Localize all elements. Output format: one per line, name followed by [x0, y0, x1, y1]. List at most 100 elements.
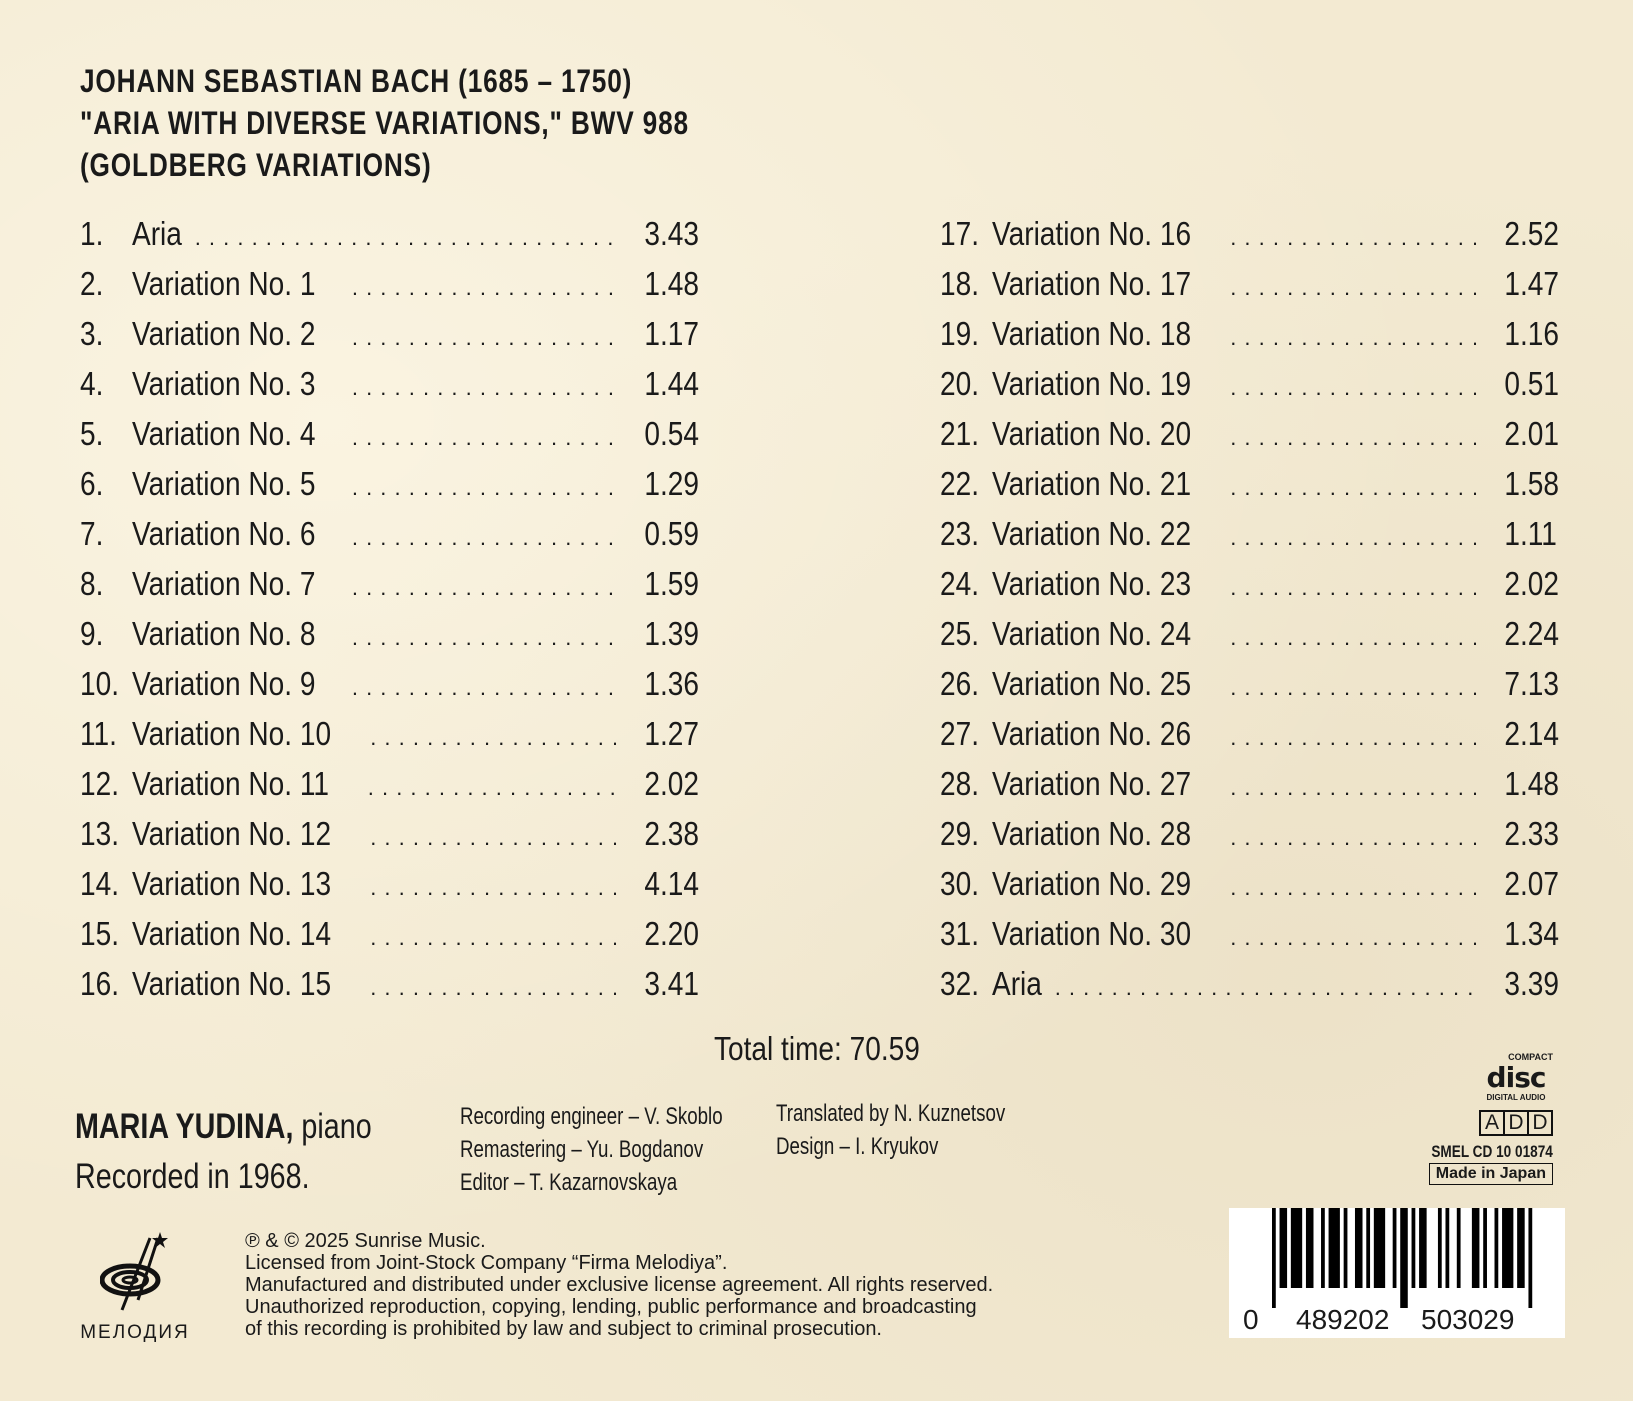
legal-line: ℗ & © 2025 Sunrise Music. — [245, 1230, 486, 1252]
artist-name: MARIA YUDINA, — [75, 1107, 294, 1146]
dot-leader — [352, 275, 616, 301]
album-title: JOHANN SEBASTIAN BACH (1685 – 1750) "ARI… — [80, 60, 823, 186]
track-row: 14. Variation No. 13 4.14 — [80, 865, 699, 915]
track-number: 31. — [940, 915, 979, 952]
track-title: Variation No. 30 — [992, 915, 1192, 952]
track-number: 22. — [940, 465, 979, 502]
track-duration: 3.41 — [644, 965, 699, 1002]
track-duration: 2.52 — [1504, 215, 1559, 252]
barcode-bar — [1328, 1208, 1340, 1288]
barcode-bar — [1445, 1208, 1450, 1288]
track-row: 8. Variation No. 7 1.59 — [80, 565, 699, 615]
track-title: Variation No. 2 — [132, 315, 316, 352]
compact-disc-logo: COMPACT disc DIGITAL AUDIO — [1479, 1052, 1553, 1103]
credit-line: Editor – T. Kazarnovskaya — [460, 1169, 678, 1196]
barcode-bar — [1343, 1208, 1348, 1288]
credit-line: Recording engineer – V. Skoblo — [460, 1103, 723, 1130]
track-title: Variation No. 11 — [132, 765, 329, 802]
track-row: 12. Variation No. 11 2.02 — [80, 765, 699, 815]
track-number: 5. — [80, 415, 104, 452]
barcode-bar — [1471, 1208, 1480, 1288]
catalog-number: SMEL CD 10 01874 — [1431, 1142, 1553, 1161]
track-number: 10. — [80, 665, 119, 702]
track-row: 18. Variation No. 17 1.47 — [940, 265, 1559, 315]
track-number: 1. — [80, 215, 104, 252]
barcode-digits-left: 489202 — [1296, 1304, 1390, 1335]
cd-logo-bottom: DIGITAL AUDIO — [1486, 1093, 1546, 1102]
track-row: 3. Variation No. 2 1.17 — [80, 315, 699, 365]
track-number: 23. — [940, 515, 979, 552]
track-number: 20. — [940, 365, 979, 402]
track-number: 18. — [940, 265, 979, 302]
track-title: Variation No. 19 — [992, 365, 1192, 402]
track-row: 6. Variation No. 5 1.29 — [80, 465, 699, 515]
track-number: 16. — [80, 965, 119, 1002]
barcode-bar — [1354, 1208, 1363, 1288]
track-number: 21. — [940, 415, 979, 452]
total-time: Total time: 70.59 — [714, 1030, 920, 1067]
credits-column-2: Translated by N. Kuznetsov Design – I. K… — [776, 1097, 1005, 1163]
tracklist-left: 1. Aria 3.43 2. Variation No. 1 1.48 3. Variati… — [80, 215, 699, 1015]
track-row: 7. Variation No. 6 0.59 — [80, 515, 699, 565]
artist-block: MARIA YUDINA, piano Recorded in 1968. — [75, 1102, 372, 1202]
work-subtitle: (GOLDBERG VARIATIONS) — [80, 147, 432, 183]
barcode-bar — [1279, 1208, 1288, 1288]
track-duration: 1.47 — [1504, 265, 1559, 302]
tracklist-right: 17. Variation No. 16 2.52 18. Variation No. … — [940, 215, 1559, 1015]
track-number: 14. — [80, 865, 119, 902]
work-title: "ARIA WITH DIVERSE VARIATIONS," BWV 988 — [80, 105, 689, 141]
barcode-bar — [1456, 1208, 1461, 1288]
credits-column-1: Recording engineer – V. Skoblo Remasteri… — [460, 1100, 723, 1199]
legal-line: Manufactured and distributed under exclu… — [245, 1274, 994, 1296]
track-number: 27. — [940, 715, 979, 752]
track-duration: 1.59 — [644, 565, 699, 602]
track-duration: 2.14 — [1504, 715, 1559, 752]
track-duration: 2.01 — [1504, 415, 1559, 452]
legal-line: Licensed from Joint-Stock Company “Firma… — [245, 1252, 728, 1274]
track-duration: 1.17 — [644, 315, 699, 352]
track-row: 27. Variation No. 26 2.14 — [940, 715, 1559, 765]
dot-leader — [352, 575, 616, 601]
barcode-bar — [1321, 1208, 1325, 1288]
sparscode-letter: D — [1503, 1112, 1527, 1134]
dot-leader — [1230, 775, 1476, 801]
barcode-bar — [1437, 1208, 1442, 1288]
track-row: 9. Variation No. 8 1.39 — [80, 615, 699, 665]
track-title: Variation No. 23 — [992, 565, 1192, 602]
track-title: Variation No. 26 — [992, 715, 1192, 752]
barcode-bar — [1400, 1208, 1408, 1308]
barcode-bar — [1494, 1208, 1499, 1288]
barcode-bar — [1517, 1208, 1525, 1288]
track-number: 15. — [80, 915, 119, 952]
barcode-digits-right: 503029 — [1421, 1304, 1515, 1335]
track-row: 21. Variation No. 20 2.01 — [940, 415, 1559, 465]
barcode-bar — [1290, 1208, 1303, 1288]
dot-leader — [1230, 425, 1476, 451]
track-row: 16. Variation No. 15 3.41 — [80, 965, 699, 1015]
track-row: 5. Variation No. 4 0.54 — [80, 415, 699, 465]
track-duration: 1.58 — [1504, 465, 1559, 502]
track-duration: 1.36 — [644, 665, 699, 702]
track-row: 19. Variation No. 18 1.16 — [940, 315, 1559, 365]
track-title: Variation No. 7 — [132, 565, 316, 602]
dot-leader — [352, 325, 616, 351]
barcode-bar — [1272, 1208, 1276, 1308]
track-row: 26. Variation No. 25 7.13 — [940, 665, 1559, 715]
track-row: 11. Variation No. 10 1.27 — [80, 715, 699, 765]
dot-leader — [352, 475, 616, 501]
track-number: 4. — [80, 365, 104, 402]
barcode-bar — [1305, 1208, 1314, 1288]
track-title: Variation No. 21 — [992, 465, 1192, 502]
track-number: 32. — [940, 965, 979, 1002]
track-number: 25. — [940, 615, 979, 652]
track-row: 4. Variation No. 3 1.44 — [80, 365, 699, 415]
dot-leader — [1230, 925, 1476, 951]
dot-leader — [370, 825, 616, 851]
dot-leader — [1230, 275, 1476, 301]
track-title: Variation No. 3 — [132, 365, 316, 402]
track-duration: 7.13 — [1504, 665, 1559, 702]
made-in-badge: Made in Japan — [1428, 1163, 1553, 1185]
track-title: Variation No. 4 — [132, 415, 316, 452]
dot-leader — [370, 725, 616, 751]
barcode-bar — [1528, 1208, 1533, 1308]
